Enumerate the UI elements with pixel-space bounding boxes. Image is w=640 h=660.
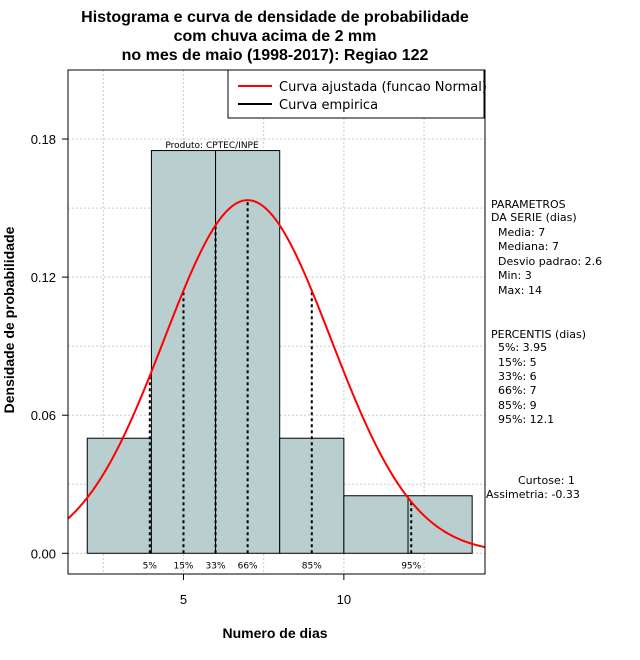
chart-title-line-2: com chuva acima de 2 mm bbox=[174, 28, 377, 45]
percentil-line: 33%: 6 bbox=[498, 370, 537, 383]
percentile-label: 33% bbox=[206, 561, 226, 571]
percentile-label: 85% bbox=[302, 561, 322, 571]
y-tick-label: 0.00 bbox=[31, 546, 56, 561]
legend-label-fitted: Curva ajustada (funcao Normal) bbox=[279, 80, 487, 95]
legend: Curva ajustada (funcao Normal) Curva emp… bbox=[227, 69, 487, 119]
histogram-bars bbox=[86, 150, 473, 554]
percentile-label: 66% bbox=[238, 561, 258, 571]
shape-stats-panel: Curtose: 1 Assimetria: -0.33 bbox=[486, 474, 580, 501]
percentile-label: 5% bbox=[143, 561, 158, 571]
percentile-label: 15% bbox=[173, 561, 193, 571]
product-label: Produto: CPTEC/INPE bbox=[165, 141, 259, 151]
percentis-panel: PERCENTIS (dias) 5%: 3.95 15%: 5 33%: 6 … bbox=[491, 328, 586, 426]
percentile-markers: 5% 15% 33% 66% 85% 95% bbox=[143, 200, 422, 571]
percentil-line: 66%: 7 bbox=[498, 384, 537, 397]
histogram-bar bbox=[343, 495, 409, 554]
chart-title-line-1: Histograma e curva de densidade de proba… bbox=[81, 9, 469, 26]
param-min: Min: 3 bbox=[498, 269, 532, 282]
param-mediana: Mediana: 7 bbox=[498, 240, 559, 253]
y-tick-label: 0.12 bbox=[31, 270, 56, 285]
percentil-line: 15%: 5 bbox=[498, 356, 537, 369]
legend-box bbox=[227, 69, 485, 119]
stat-curtose: Curtose: 1 bbox=[518, 474, 575, 487]
percentile-label: 95% bbox=[401, 561, 421, 571]
histogram-bar bbox=[86, 437, 152, 554]
x-tick-label: 10 bbox=[337, 592, 351, 607]
percentis-header: PERCENTIS (dias) bbox=[491, 328, 586, 341]
y-axis-label: Densidade de probabilidade bbox=[1, 226, 17, 413]
param-max: Max: 14 bbox=[498, 284, 542, 297]
legend-label-empirical: Curva empirica bbox=[279, 98, 378, 113]
param-desvio: Desvio padrao: 2.6 bbox=[498, 255, 602, 268]
y-tick-label: 0.18 bbox=[31, 132, 56, 147]
fitted-curve bbox=[67, 199, 486, 549]
parametros-panel: PARAMETROS DA SERIE (dias) Media: 7 Medi… bbox=[491, 198, 602, 297]
stat-assimetria: Assimetria: -0.33 bbox=[486, 488, 580, 501]
y-tick-label: 0.06 bbox=[31, 408, 56, 423]
param-media: Media: 7 bbox=[498, 226, 545, 239]
percentil-line: 95%: 12.1 bbox=[498, 413, 554, 426]
x-axis-label: Numero de dias bbox=[222, 625, 327, 641]
percentil-line: 85%: 9 bbox=[498, 399, 537, 412]
histogram-bar bbox=[407, 495, 473, 554]
percentil-line: 5%: 3.95 bbox=[498, 341, 547, 354]
chart-title-line-3: no mes de maio (1998-2017): Regiao 122 bbox=[122, 47, 429, 64]
parametros-header-1: PARAMETROS bbox=[491, 198, 566, 211]
x-tick-label: 5 bbox=[180, 592, 187, 607]
parametros-header-2: DA SERIE (dias) bbox=[491, 211, 577, 224]
fitted-normal-curve bbox=[67, 199, 486, 549]
